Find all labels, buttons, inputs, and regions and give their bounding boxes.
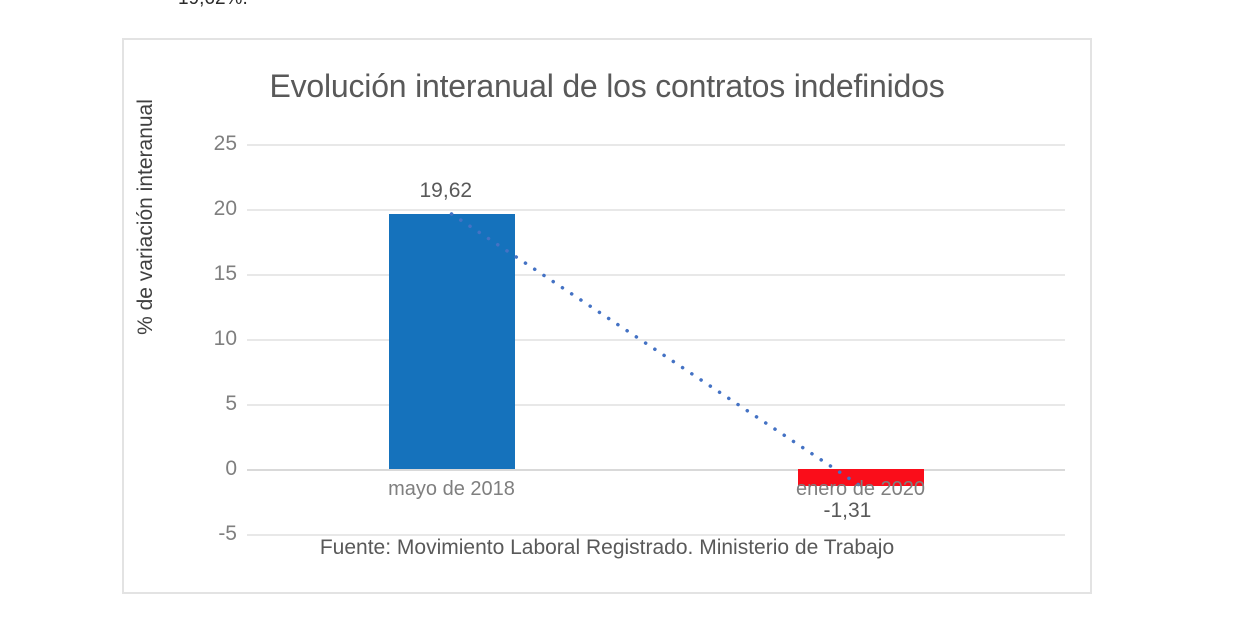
chart-container: Evolución interanual de los contratos in… [122, 38, 1092, 594]
gridline-20 [247, 209, 1065, 211]
y-axis-tick-15: 15 [213, 262, 237, 285]
x-axis-category-enero-de-2020: enero de 2020 [795, 478, 925, 500]
chart-title: Evolución interanual de los contratos in… [269, 68, 945, 104]
gridline-10 [247, 339, 1065, 341]
plot-area: 19,62 -1,31 mayo de 2018 enero de 2020 [247, 144, 1065, 536]
gridline-15 [247, 274, 1065, 276]
gridline-minus5 [247, 534, 1065, 536]
gridline-25 [247, 144, 1065, 146]
data-label-mayo-de-2018: 19,62 [419, 178, 473, 202]
y-axis-tick-20: 20 [213, 197, 237, 220]
y-axis-tick-minus5: -5 [218, 522, 237, 545]
y-axis-tick-25: 25 [213, 132, 237, 155]
bar-mayo-de-2018[interactable] [388, 213, 515, 469]
axis-line-zero [247, 469, 1065, 471]
y-axis-tick-10: 10 [213, 327, 237, 350]
y-axis-tick-labels: 25 20 15 10 5 0 -5 [124, 132, 237, 545]
gridline-5 [247, 404, 1065, 406]
cut-off-text-fragment: 19,62%. [178, 0, 248, 10]
data-label-enero-de-2020: -1,31 [823, 499, 872, 522]
y-axis-tick-0: 0 [225, 457, 237, 480]
y-axis-tick-5: 5 [225, 392, 237, 415]
x-axis-category-mayo-de-2018: mayo de 2018 [388, 478, 515, 500]
source-note: Fuente: Movimiento Laboral Registrado. M… [319, 536, 895, 559]
